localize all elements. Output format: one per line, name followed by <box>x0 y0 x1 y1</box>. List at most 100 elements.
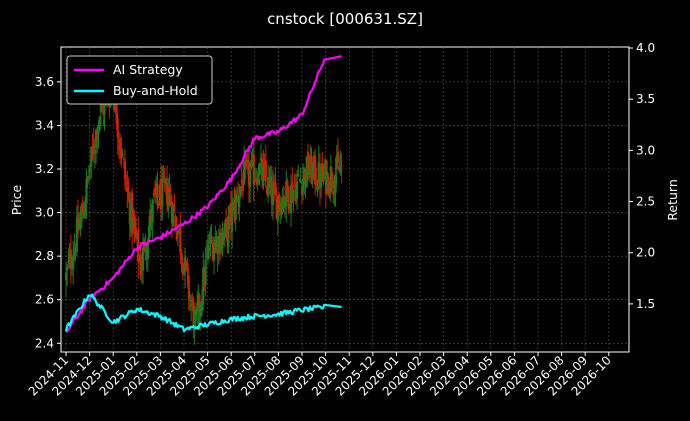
candle-body <box>281 196 284 212</box>
candle-body <box>210 240 213 242</box>
candle-body <box>125 181 128 185</box>
candle-body <box>81 203 84 214</box>
candle-body <box>178 228 181 232</box>
candle-body <box>223 222 226 238</box>
candle-body <box>208 247 211 251</box>
candlesticks <box>64 76 343 345</box>
candle-body <box>84 203 87 216</box>
candle-body <box>140 266 143 271</box>
candle-body <box>261 159 264 181</box>
candle-body <box>291 182 294 202</box>
candle-body <box>245 159 248 164</box>
candle-body <box>247 162 251 186</box>
candle-body <box>320 167 323 187</box>
candle-body <box>221 233 224 249</box>
candle-body <box>277 194 281 208</box>
candle-body <box>326 171 329 189</box>
candle-body <box>298 178 301 180</box>
candle-body <box>252 154 255 186</box>
candle-body <box>301 178 305 192</box>
candle-body <box>283 201 287 208</box>
candle-body <box>224 218 228 224</box>
candle-body <box>157 201 160 206</box>
candle-body <box>257 179 260 184</box>
candle-body <box>153 187 157 196</box>
candle-body <box>316 187 319 192</box>
candle-body <box>246 160 249 163</box>
candle-body <box>115 96 118 125</box>
legend-label-buy-and-hold: Buy-and-Hold <box>113 83 198 98</box>
candle-body <box>276 198 279 222</box>
candle-body <box>312 156 316 168</box>
candle-body <box>239 186 242 194</box>
candle-body <box>64 272 68 281</box>
y-tick-label-right: 1.5 <box>636 297 655 311</box>
candle-body <box>256 178 259 185</box>
candle-body <box>88 168 92 171</box>
candle-body <box>188 299 192 301</box>
candle-body <box>205 253 208 255</box>
candle-body <box>336 151 340 163</box>
candle-body <box>151 199 154 222</box>
grid-layer <box>61 47 629 352</box>
candle-body <box>294 189 297 202</box>
candle-body <box>306 151 310 177</box>
candle-body <box>328 189 331 193</box>
candle-body <box>200 300 204 311</box>
candle-body <box>279 202 282 212</box>
candle-body <box>323 163 326 179</box>
candle-body <box>308 172 311 176</box>
candle-body <box>288 204 291 208</box>
candle-body <box>181 262 184 274</box>
candle-body <box>156 183 159 199</box>
candle-body <box>127 193 130 198</box>
candle-body <box>85 178 88 205</box>
candle-body <box>321 163 324 182</box>
candle-body <box>211 242 214 261</box>
candle-body <box>102 104 105 115</box>
candle-body <box>185 260 188 268</box>
candle-body <box>149 209 152 227</box>
candle-body <box>206 244 210 259</box>
candle-body <box>186 263 189 271</box>
y-axis-label-left: Price <box>9 184 24 215</box>
candle-body <box>275 195 278 219</box>
legend: AI Strategy Buy-and-Hold <box>66 55 213 105</box>
series-layer <box>64 55 342 333</box>
candle-body <box>80 209 83 221</box>
candle-body <box>122 159 125 161</box>
candle-body <box>310 155 313 184</box>
candle-body <box>329 166 332 193</box>
candle-body <box>92 144 95 155</box>
candle-body <box>121 153 124 156</box>
candle-body <box>98 116 101 126</box>
candle-body <box>268 180 271 185</box>
candle-body <box>159 178 163 211</box>
candle-body <box>180 253 183 260</box>
candle-body <box>128 198 131 225</box>
candle-body <box>314 155 317 185</box>
candle-body <box>258 163 261 175</box>
candle-body <box>82 212 86 219</box>
candle-body <box>129 198 133 231</box>
y-tick-label-right: 2.5 <box>636 195 655 209</box>
candle-body <box>318 166 322 189</box>
y-tick-label-left: 3.0 <box>35 206 54 220</box>
candle-body <box>193 313 196 331</box>
candle-body <box>273 183 276 187</box>
candle-body <box>172 205 175 226</box>
candle-body <box>297 173 300 177</box>
candle-body <box>220 244 223 250</box>
y-tick-label-right: 4.0 <box>636 41 655 55</box>
candle-body <box>304 170 307 185</box>
candle-body <box>75 218 78 253</box>
candle-body <box>216 241 219 255</box>
candle-body <box>198 295 201 311</box>
candle-body <box>212 246 216 261</box>
candle-body <box>90 146 93 167</box>
candle-body <box>228 208 231 215</box>
candle-body <box>126 187 129 192</box>
y-tick-label-left: 3.2 <box>35 162 54 176</box>
candle-body <box>167 194 170 211</box>
